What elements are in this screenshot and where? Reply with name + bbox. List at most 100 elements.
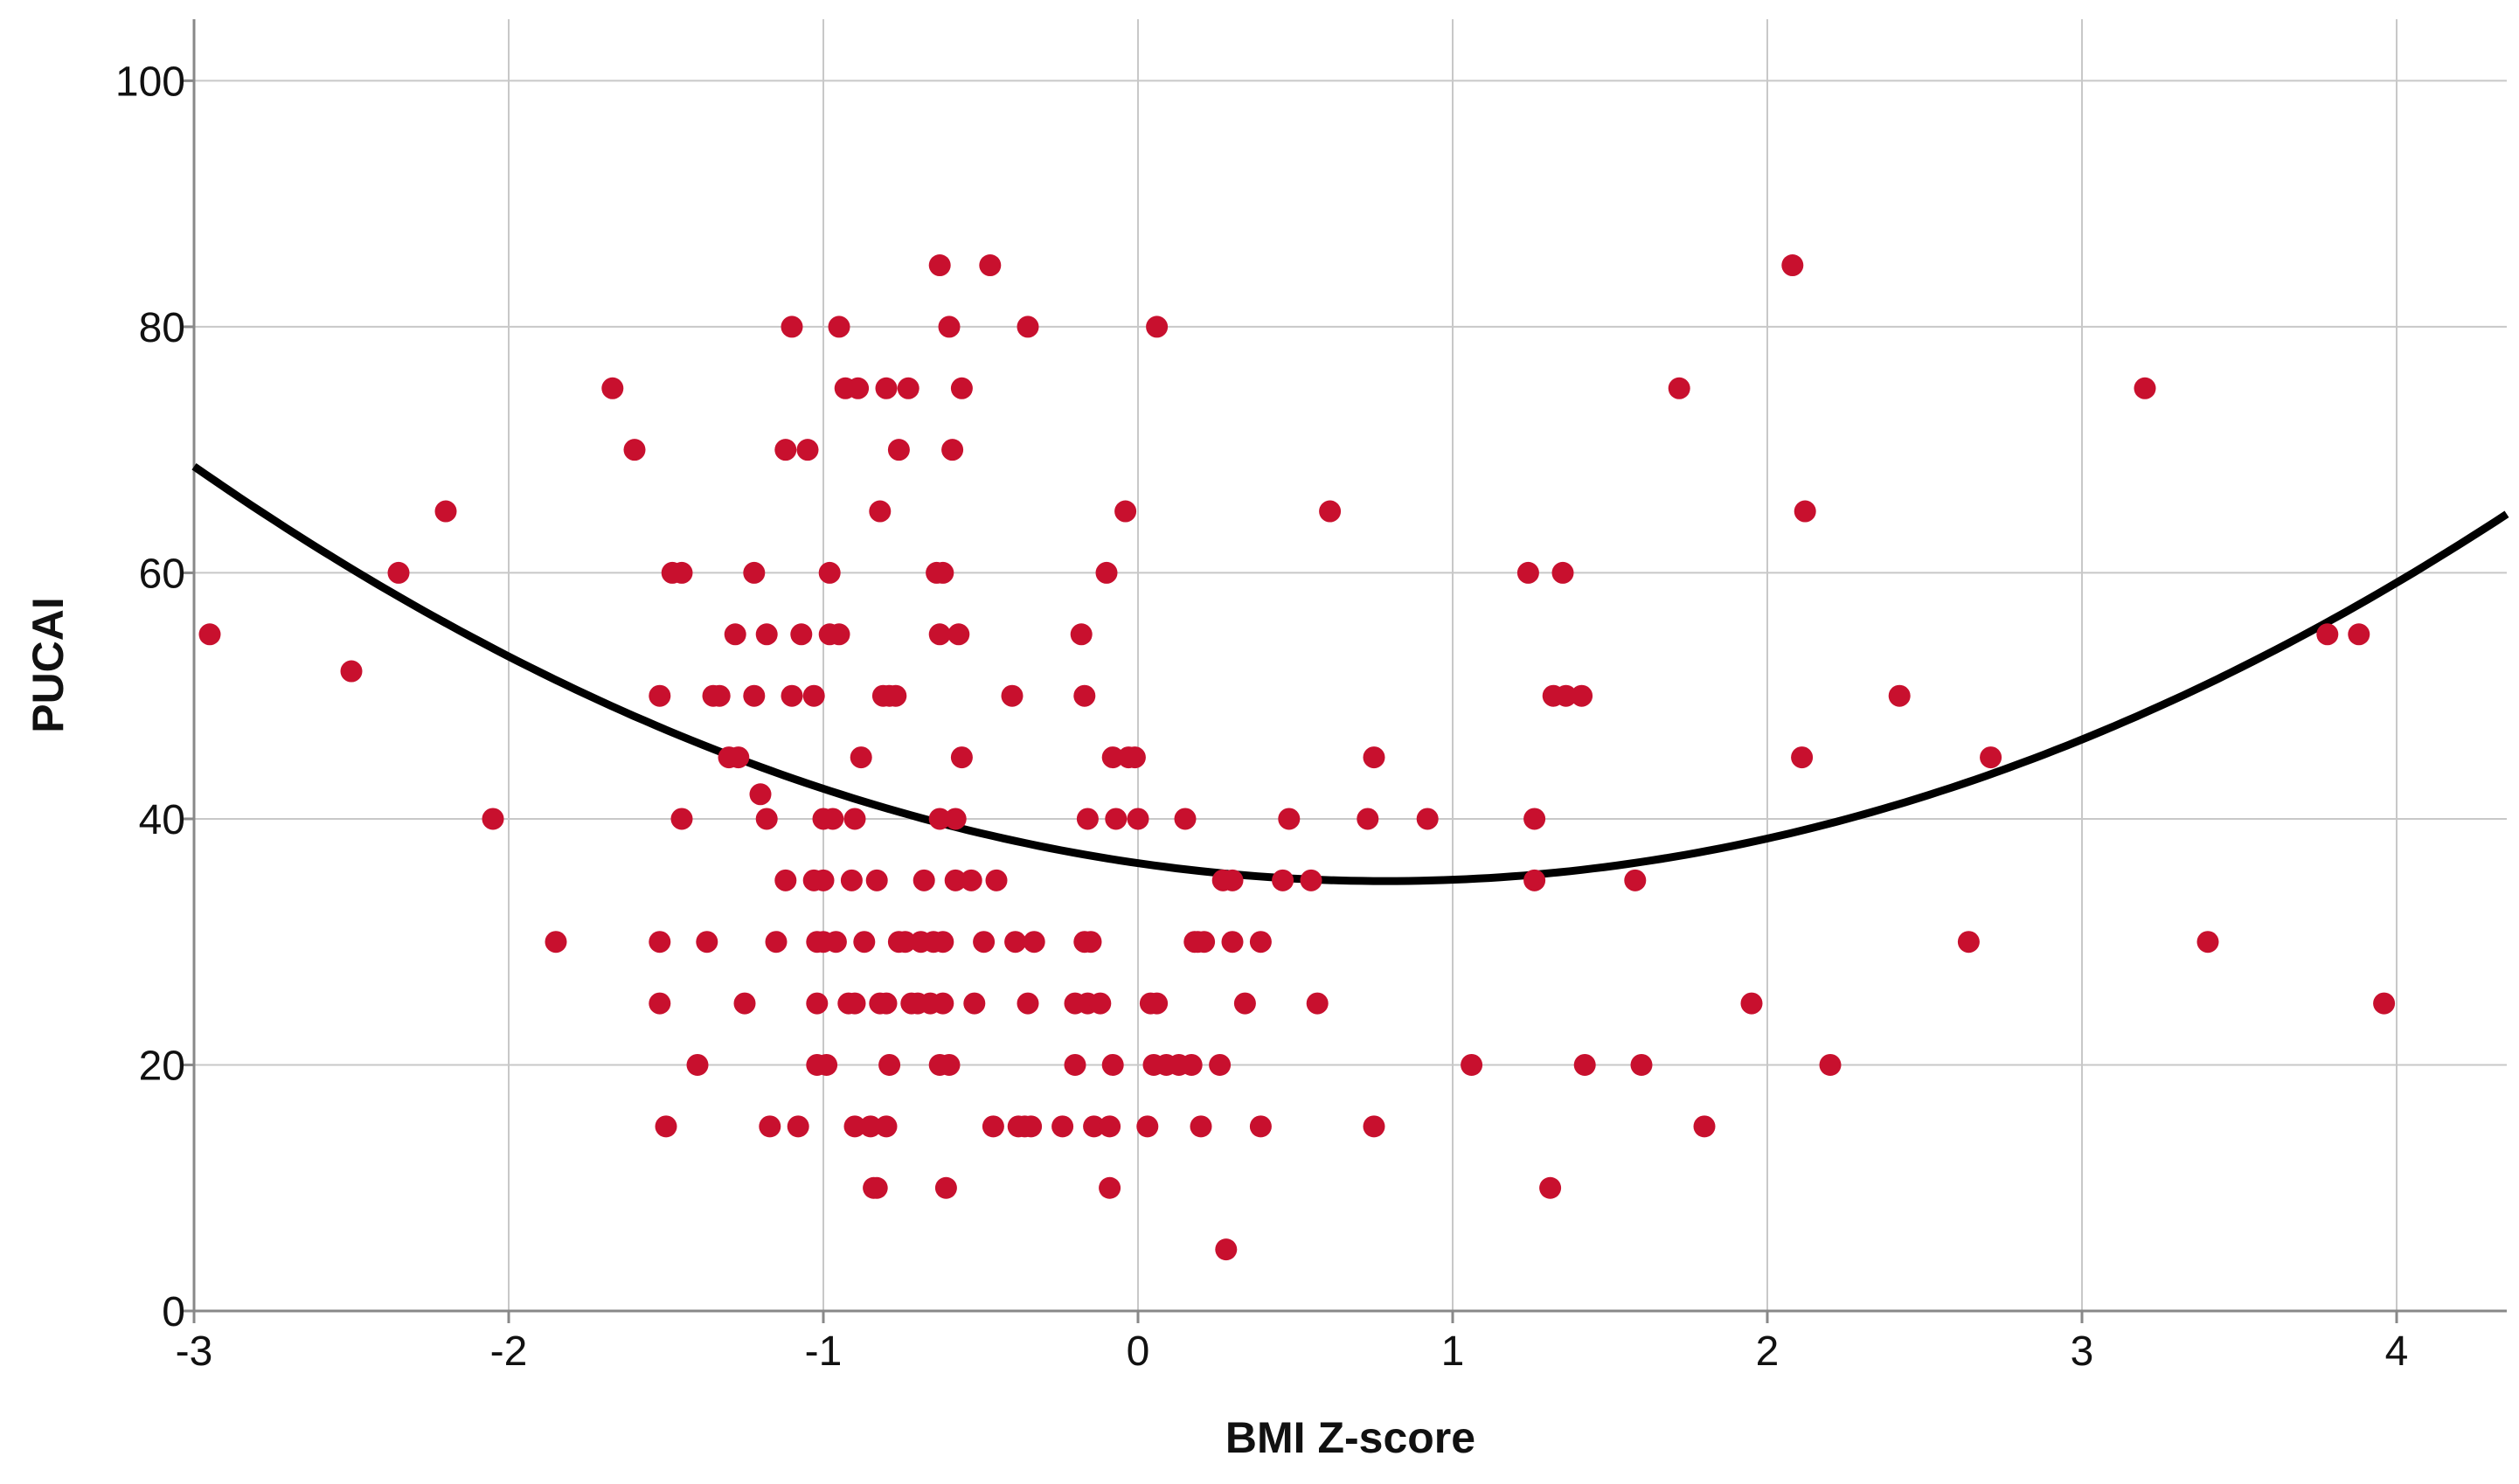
data-point [1095,561,1118,584]
data-point [973,931,996,954]
data-point [1209,1053,1232,1076]
data-point [853,931,876,954]
data-point [1070,623,1093,646]
data-point [1278,808,1301,830]
data-point [724,623,746,646]
data-point [796,439,819,461]
data-point [743,684,766,707]
data-point [1461,1053,1483,1076]
data-point [947,623,970,646]
data-point [979,254,1002,277]
x-tick-label: 0 [1127,1328,1150,1375]
data-point [1020,1115,1043,1138]
data-points [198,254,2396,1261]
data-point [941,439,964,461]
data-point [198,623,221,646]
data-point [2316,623,2339,646]
data-point [1083,1115,1106,1138]
x-tick-label: 1 [1441,1328,1465,1375]
data-point [774,439,797,461]
data-point [1363,746,1385,769]
data-point [859,1115,882,1138]
data-point [1146,992,1169,1015]
data-point [934,1176,957,1199]
data-point [885,684,907,707]
data-point [765,931,788,954]
data-point [601,377,624,399]
data-point [843,1115,866,1138]
x-tick-label: 4 [2385,1328,2409,1375]
data-point [1099,1115,1121,1138]
data-point [1957,931,1980,954]
data-point [1221,931,1244,954]
fit-curve-group [191,462,2509,885]
data-point [434,500,457,523]
data-point [875,1115,898,1138]
data-point [818,561,841,584]
data-point [708,684,731,707]
y-axis-title: PUCAI [24,597,73,733]
data-point [2373,992,2396,1015]
x-tick-label: 2 [1756,1328,1780,1375]
data-point [913,869,935,891]
data-point [1064,1053,1086,1076]
data-point [482,808,504,830]
data-point [1300,869,1322,891]
data-point [649,684,671,707]
data-point [1101,1053,1124,1076]
data-point [387,561,410,584]
data-point [1146,316,1169,338]
data-point [1888,684,1911,707]
data-point [733,992,756,1015]
data-point [938,316,961,338]
data-point [1001,684,1024,707]
data-point [649,931,671,954]
data-point [847,377,870,399]
y-tick-label: 100 [115,59,185,105]
data-point [812,869,835,891]
data-point [802,684,825,707]
data-point [790,623,813,646]
data-point [875,377,898,399]
data-point [938,1053,961,1076]
data-point [894,931,917,954]
data-point [1624,869,1647,891]
data-point [670,808,693,830]
data-point [932,931,954,954]
data-point [865,1176,888,1199]
data-point [828,623,850,646]
data-point [686,1053,709,1076]
data-point [1791,746,1814,769]
y-tick-label: 60 [139,551,185,597]
data-point [1193,931,1216,954]
y-tick-label: 0 [162,1289,185,1335]
data-point [1357,808,1379,830]
data-point [985,869,1008,891]
data-point [869,500,892,523]
fit-curve [191,462,2509,885]
data-point [755,808,778,830]
data-point [1630,1053,1653,1076]
data-point [1190,1115,1212,1138]
data-point [897,377,919,399]
grid-lines [194,19,2507,1311]
data-point [2196,931,2219,954]
data-point [1306,992,1329,1015]
data-point [1233,992,1256,1015]
data-point [865,869,888,891]
data-point [1105,808,1128,830]
data-point [1249,931,1272,954]
data-point [822,808,844,830]
data-point [1523,808,1546,830]
data-point [545,931,567,954]
data-point [850,746,872,769]
data-point [1114,500,1137,523]
data-point [1099,1176,1121,1199]
data-point [928,623,951,646]
data-point [878,1053,901,1076]
data-point [950,377,973,399]
data-point [1079,931,1102,954]
data-point [649,992,671,1015]
data-point [1249,1115,1272,1138]
